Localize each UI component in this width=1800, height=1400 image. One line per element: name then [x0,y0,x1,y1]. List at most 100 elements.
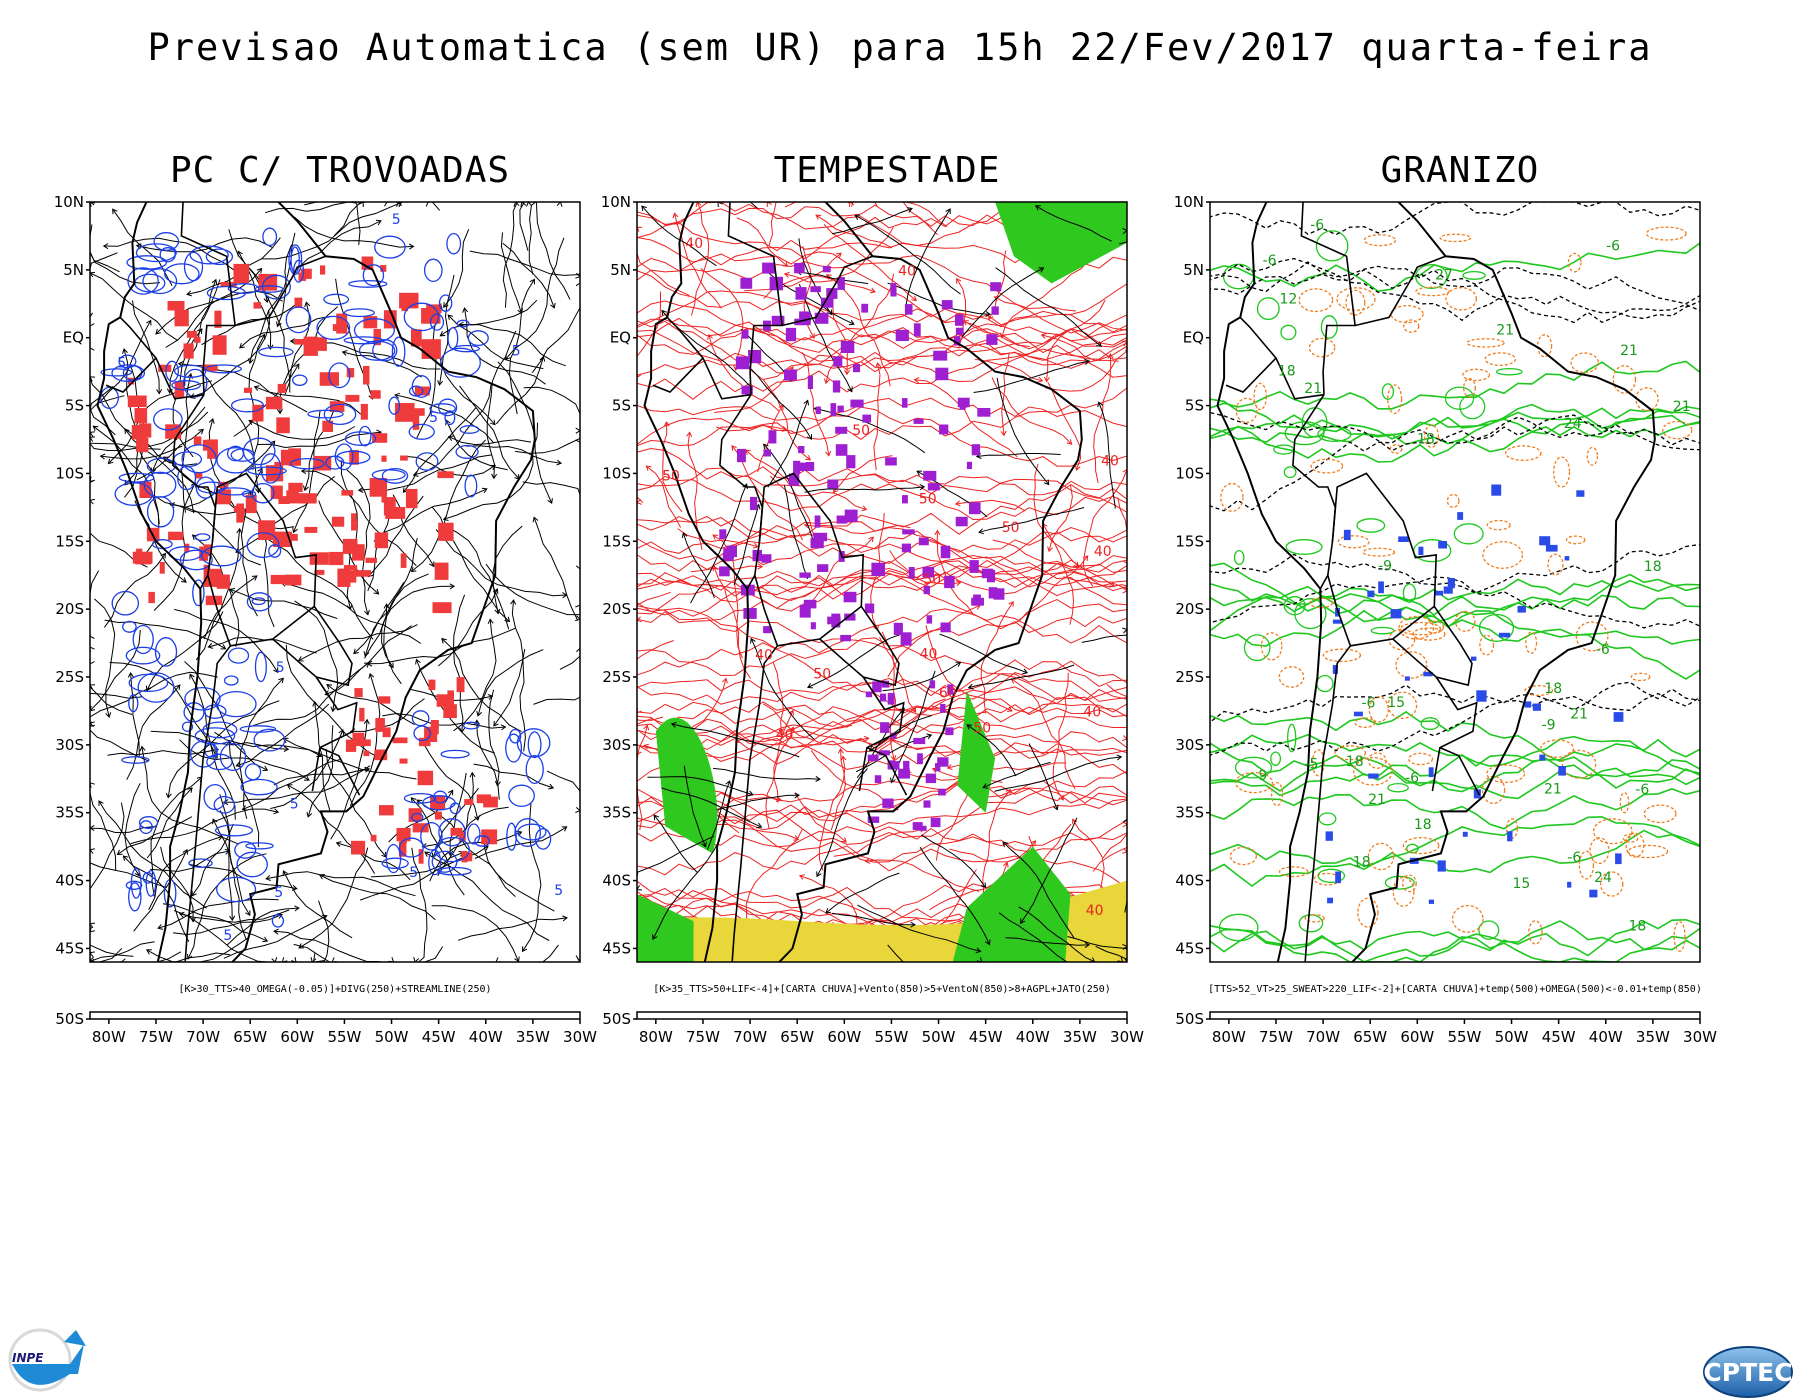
field-cell [1567,881,1572,888]
panel-pc-trovoadas: PC C/ TROVOADAS 5 5 5 5 5 5 5 5 5 5 10N 5N EQ 5S 10S 15… [54,140,620,1046]
stream-arrow [98,800,104,806]
stream-arrow [1005,788,1012,795]
contour-label: 40 [898,264,916,280]
streamline [815,214,893,249]
stream-arrow [1006,706,1013,712]
contour-line [132,624,154,655]
streamline [1020,817,1078,924]
contour-line [344,431,377,446]
stream-arrow [1019,918,1026,925]
streamline [453,619,497,732]
contour-line [413,725,432,742]
contour-line [534,828,552,850]
lat-label: 5S [65,397,84,415]
streamline [443,229,470,308]
field-cell [815,406,821,414]
stream-arrow [562,915,568,922]
field-cell [193,436,202,445]
contour-line [1260,632,1283,661]
field-cell [795,287,807,300]
field-cell [354,688,363,698]
field-cell [214,310,222,328]
contour-line [181,721,194,732]
stream-arrow [90,376,96,382]
contour-line [398,837,424,858]
streamline [457,917,568,941]
stream-arrow [423,202,429,207]
contour-line [1298,914,1324,933]
streamline [674,213,722,309]
stream-arrow [304,301,311,308]
contour-line [1599,871,1624,897]
streamline [823,223,917,301]
contour-line [1278,666,1305,688]
stream-arrow [303,775,310,781]
streamline [476,720,500,800]
streamline [637,835,715,890]
streamline [833,455,893,493]
stream-arrow [107,458,114,465]
field-cell [461,851,468,863]
field-cell [380,265,387,272]
field-cell [913,418,924,424]
field-cell [917,753,923,765]
stream-arrow [442,515,449,521]
stream-arrow [637,616,642,623]
stream-arrow [383,603,390,609]
stream-arrow [520,202,527,207]
contour-line [1229,846,1258,866]
inpe-logo: INPE [8,1328,86,1392]
streamline [283,738,417,780]
stream-arrow [447,435,454,441]
field-cell [456,677,465,693]
streamline [346,469,371,615]
field-cell [1368,773,1379,779]
stream-arrow [913,377,920,384]
streamline [1095,945,1127,962]
field-cell [991,306,999,315]
svg-text:INPE: INPE [12,1351,44,1365]
contour-line [205,364,242,374]
field-cell [903,760,910,770]
lat-label: 20S [55,600,84,618]
stream-arrow [326,684,333,690]
field-cell [953,336,961,346]
streamline [349,202,364,246]
contour-line [1406,843,1419,854]
stream-arrow [782,261,789,268]
lat-label: 5S [612,397,631,415]
panel-title: GRANIZO [1380,150,1540,191]
contour-line [1536,334,1553,358]
stream-arrow [1096,341,1102,347]
stream-arrow [92,425,99,431]
field-cell [822,265,831,273]
streamline [1098,402,1116,509]
stream-arrow [825,274,832,280]
contour-line [1233,549,1245,566]
country-border [727,202,784,395]
lon-label: 50W [1495,1028,1529,1046]
contour-line [1334,745,1367,761]
field-cell [930,817,941,828]
contour-line [316,315,351,341]
contour-label: 40 [920,646,938,662]
streamline [523,386,580,443]
field-cell [1443,586,1453,594]
stream-arrow [346,604,353,611]
stream-arrow [980,882,987,889]
contour-line [1315,230,1349,262]
contour-label: 40 [776,727,794,743]
stream-arrow [160,552,166,559]
svg-text:CPTEC: CPTEC [1703,1358,1792,1387]
field-cell [867,754,879,762]
contour-label: 12 [1280,291,1298,307]
field-cell [722,552,734,561]
contour-line [403,302,440,332]
streamline [485,563,580,620]
contour-label: 15 [1513,876,1531,892]
streamline [431,905,520,962]
streamline [762,703,869,746]
stream-arrow [670,721,677,728]
contour-line [195,476,216,499]
field-cell [363,750,370,757]
